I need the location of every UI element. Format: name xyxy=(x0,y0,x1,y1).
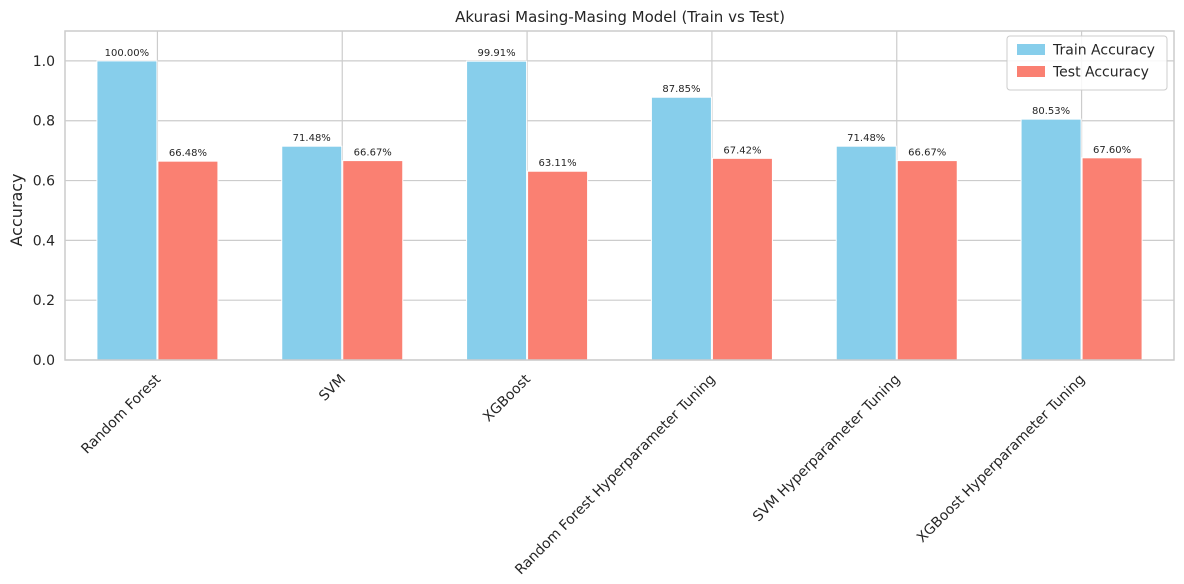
test-accuracy-bar xyxy=(342,160,404,361)
train-accuracy-bar xyxy=(281,145,343,361)
y-tick-label: 0.6 xyxy=(33,174,55,190)
test-accuracy-bar xyxy=(711,157,773,361)
train-accuracy-bar xyxy=(96,60,158,361)
bar-value-labels: 100.00% 71.48% 99.91% 87.85% 71.48% 80.53% 66.… xyxy=(105,48,1131,169)
train-value-label: 99.91% xyxy=(478,48,516,59)
test-value-label: 67.42% xyxy=(723,145,761,156)
x-tick-label: Random Forest Hyperparameter Tuning xyxy=(512,372,719,579)
legend-swatch-train xyxy=(1017,44,1045,55)
x-tick-label: XGBoost xyxy=(480,371,534,425)
test-value-label: 66.67% xyxy=(908,148,946,159)
train-value-label: 71.48% xyxy=(293,133,331,144)
legend-label-train: Train Accuracy xyxy=(1052,43,1155,59)
train-accuracy-bar xyxy=(650,96,712,361)
test-value-label: 67.60% xyxy=(1093,145,1131,156)
test-value-label: 66.67% xyxy=(354,148,392,159)
test-accuracy-bar xyxy=(157,160,219,361)
y-axis-label: Accuracy xyxy=(7,173,26,246)
y-axis-ticks: 0.0 0.2 0.4 0.6 0.8 1.0 xyxy=(33,54,55,369)
chart-title: Akurasi Masing-Masing Model (Train vs Te… xyxy=(455,8,785,26)
x-tick-label: SVM Hyperparameter Tuning xyxy=(750,372,904,526)
y-tick-label: 0.8 xyxy=(33,114,55,130)
test-value-label: 63.11% xyxy=(539,158,577,169)
y-tick-label: 1.0 xyxy=(33,54,55,70)
bars-layer xyxy=(96,60,1143,361)
train-value-label: 100.00% xyxy=(105,48,150,59)
test-value-label: 66.48% xyxy=(169,148,207,159)
x-tick-label: XGBoost Hyperparameter Tuning xyxy=(914,372,1088,546)
train-value-label: 71.48% xyxy=(847,133,885,144)
legend-swatch-test xyxy=(1017,66,1045,77)
y-tick-label: 0.4 xyxy=(33,233,55,249)
x-tick-label: SVM xyxy=(316,372,349,405)
test-accuracy-bar xyxy=(1081,157,1143,361)
train-value-label: 80.53% xyxy=(1032,106,1070,117)
legend-label-test: Test Accuracy xyxy=(1052,65,1149,81)
legend-box xyxy=(1006,35,1168,91)
train-accuracy-bar xyxy=(835,145,897,361)
train-value-label: 87.85% xyxy=(662,84,700,95)
train-accuracy-bar xyxy=(466,60,528,361)
plot-frame xyxy=(64,30,1175,361)
legend: Train Accuracy Test Accuracy xyxy=(1006,35,1168,91)
x-tick-label: Random Forest xyxy=(78,371,164,457)
train-accuracy-bar xyxy=(1020,118,1082,361)
y-tick-label: 0.0 xyxy=(33,353,55,369)
test-accuracy-bar xyxy=(527,170,589,361)
y-tick-label: 0.2 xyxy=(33,293,55,309)
test-accuracy-bar xyxy=(896,160,958,361)
